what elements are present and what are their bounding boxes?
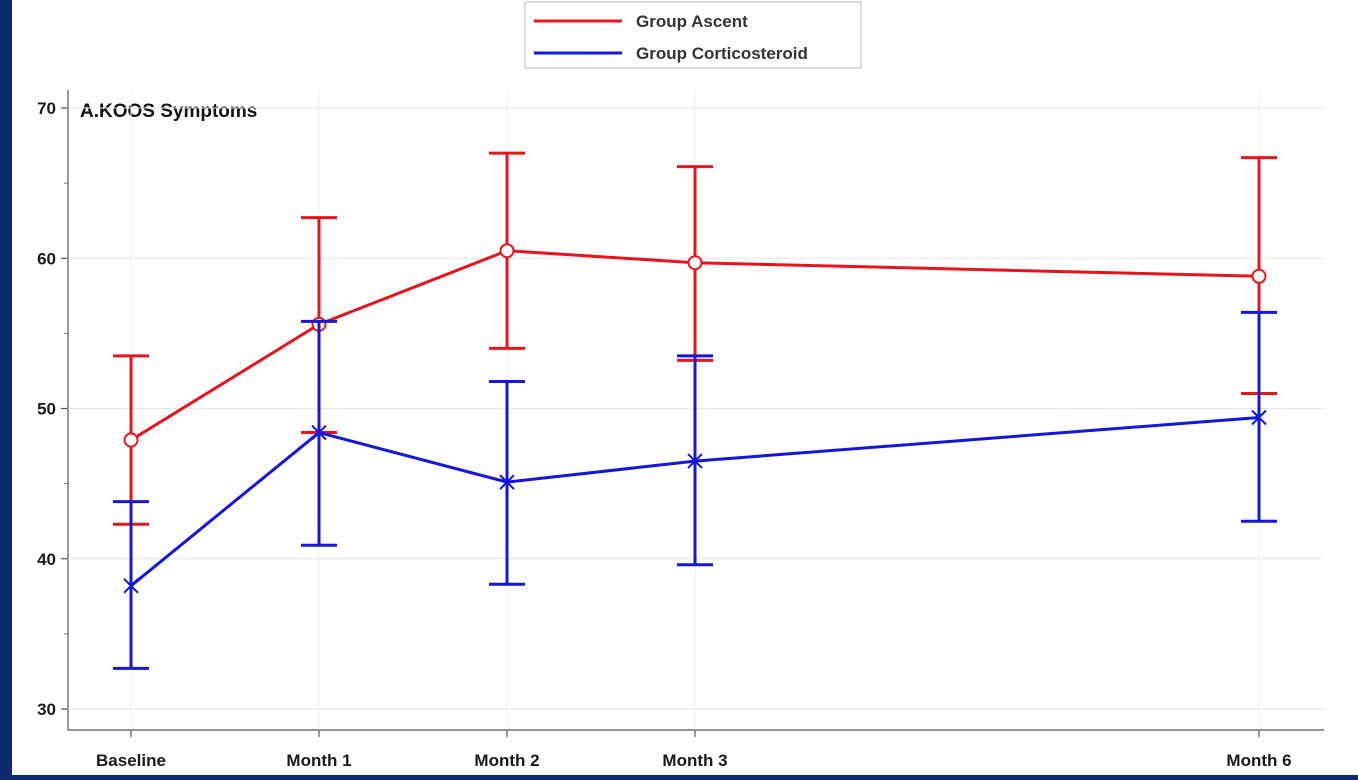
data-point <box>311 424 327 441</box>
data-point <box>1251 268 1267 284</box>
x-tick-label: Month 3 <box>662 751 727 770</box>
data-point <box>123 432 139 448</box>
legend-box <box>524 1 862 69</box>
data-point <box>687 255 703 271</box>
series-layer <box>113 151 1277 670</box>
series-group-corticosteroid <box>113 310 1277 670</box>
x-tick-label: Month 1 <box>286 751 351 770</box>
x-tick-label: Baseline <box>96 751 166 770</box>
data-point <box>499 474 515 490</box>
y-tick-label: 40 <box>37 550 56 569</box>
y-tick-label: 70 <box>37 99 56 118</box>
koos-symptoms-chart: Group Ascent Group Corticosteroid A.KOOS… <box>37 1 1324 770</box>
chart-panel: Group Ascent Group Corticosteroid A.KOOS… <box>12 0 1358 775</box>
y-tick-label: 30 <box>37 700 56 719</box>
axes <box>67 90 1324 731</box>
data-point <box>1251 409 1267 426</box>
y-tick-label: 60 <box>37 249 56 268</box>
x-tick-label: Month 2 <box>474 751 539 770</box>
chart-title: A.KOOS Symptoms <box>80 101 257 122</box>
tick-marks: 30 40 50 60 70 Baseline Month 1 Month 2 Month 3 M… <box>37 99 1292 770</box>
legend-label-group-ascent: Group Ascent <box>636 12 748 31</box>
legend-label-group-corticosteroid: Group Corticosteroid <box>636 44 808 63</box>
data-point <box>123 578 139 594</box>
x-tick-label: Month 6 <box>1226 751 1291 770</box>
data-point <box>687 453 703 469</box>
legend: Group Ascent Group Corticosteroid <box>524 1 862 69</box>
y-tick-label: 50 <box>37 400 56 419</box>
data-point <box>499 243 515 259</box>
